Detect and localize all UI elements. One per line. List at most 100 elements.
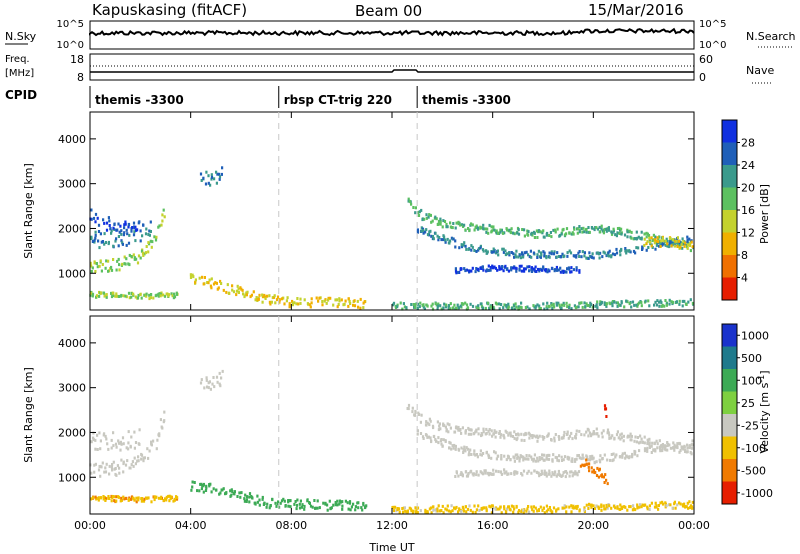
range-gate-cell: [137, 254, 141, 258]
range-gate-cell: [220, 172, 223, 176]
range-gate-cell: [130, 292, 133, 295]
range-gate-cell: [525, 250, 528, 254]
range-gate-cell: [359, 306, 362, 310]
range-gate-cell: [438, 422, 441, 426]
range-gate-cell: [499, 470, 502, 474]
range-gate-cell: [455, 306, 458, 310]
range-gate-cell: [133, 430, 136, 434]
range-gate-cell: [465, 510, 468, 514]
range-gate-cell: [142, 254, 145, 257]
range-gate-cell: [596, 227, 599, 231]
range-gate-cell: [344, 299, 347, 303]
range-gate-cell: [643, 435, 646, 439]
range-gate-cell: [542, 235, 545, 239]
range-gate-cell: [475, 267, 478, 270]
range-gate-cell: [162, 293, 165, 297]
range-gate-cell: [429, 436, 432, 440]
range-gate-cell: [510, 434, 513, 438]
range-gate-cell: [133, 257, 136, 261]
range-gate-cell: [447, 430, 450, 434]
range-gate-cell: [138, 428, 141, 432]
range-gate-cell: [237, 287, 240, 291]
range-gate-cell: [522, 510, 525, 514]
range-gate-cell: [555, 456, 558, 460]
range-gate-cell: [428, 213, 431, 217]
range-gate-cell: [310, 297, 313, 301]
range-gate-cell: [441, 444, 444, 448]
range-gate-cell: [577, 305, 580, 309]
range-gate-cell: [263, 293, 266, 297]
range-gate-cell: [550, 474, 553, 478]
range-gate-cell: [526, 305, 529, 309]
range-gate-cell: [475, 508, 478, 512]
range-gate-cell: [481, 306, 485, 310]
range-gate-cell: [520, 306, 523, 310]
range-gate-cell: [555, 255, 558, 259]
range-gate-cell: [436, 307, 439, 311]
range-gate-cell: [161, 213, 164, 217]
range-gate-cell: [464, 431, 467, 435]
range-gate-cell: [98, 264, 101, 268]
range-gate-cell: [628, 229, 631, 233]
range-gate-cell: [675, 300, 678, 304]
range-gate-cell: [212, 376, 215, 379]
range-gate-cell: [92, 436, 95, 440]
range-gate-cell: [550, 235, 553, 239]
range-gate-cell: [347, 297, 350, 301]
range-gate-cell: [597, 252, 601, 256]
range-gate-cell: [93, 463, 96, 467]
range-gate-cell: [672, 441, 675, 445]
range-gate-cell: [485, 509, 488, 513]
range-gate-cell: [119, 440, 122, 444]
range-gate-cell: [364, 505, 367, 509]
range-gate-cell: [463, 223, 466, 227]
range-gate-cell: [539, 251, 543, 255]
range-gate-cell: [646, 240, 649, 244]
range-gate-cell: [567, 436, 570, 440]
range-gate-cell: [413, 413, 416, 417]
range-gate-cell: [572, 506, 575, 510]
range-gate-cell: [453, 443, 456, 447]
range-gate-cell: [311, 505, 314, 509]
colorbar-swatch: [722, 277, 737, 301]
range-gate-cell: [107, 259, 110, 263]
range-gate-cell: [108, 464, 111, 468]
range-gate-cell: [127, 241, 131, 245]
range-gate-cell: [432, 426, 435, 430]
range-gate-cell: [655, 504, 658, 508]
range-gate-cell: [543, 307, 546, 311]
range-gate-cell: [631, 452, 634, 456]
range-gate-cell: [517, 232, 521, 236]
range-gate-cell: [538, 458, 541, 462]
range-gate-cell: [602, 429, 605, 433]
range-gate-cell: [666, 448, 669, 452]
range-gate-cell: [520, 455, 523, 459]
range-gate-cell: [493, 228, 496, 232]
range-gate-cell: [470, 222, 473, 226]
range-gate-cell: [620, 436, 623, 440]
radar-title: Kapuskasing (fitACF): [92, 1, 247, 19]
range-gate-cell: [414, 506, 417, 510]
range-gate-cell: [605, 229, 608, 233]
range-gate-cell: [114, 294, 117, 298]
range-gate-cell: [548, 234, 551, 237]
range-gate-cell: [482, 268, 485, 272]
range-gate-cell: [585, 227, 588, 231]
range-gate-cell: [500, 303, 503, 306]
range-gate-cell: [202, 176, 205, 180]
range-gate-cell: [207, 181, 210, 185]
range-gate-cell: [96, 265, 99, 269]
range-gate-cell: [444, 440, 447, 443]
range-gate-cell: [497, 470, 500, 474]
range-gate-cell: [332, 503, 335, 507]
range-gate-cell: [205, 170, 208, 174]
range-gate-cell: [603, 251, 606, 255]
range-gate-cell: [537, 509, 540, 512]
range-gate-cell: [135, 257, 138, 261]
y-tick-label: 3000: [58, 178, 86, 191]
range-gate-cell: [414, 206, 417, 210]
range-gate-cell: [576, 305, 579, 309]
range-gate-cell: [402, 510, 405, 514]
range-gate-cell: [155, 495, 158, 499]
range-gate-cell: [652, 448, 656, 452]
